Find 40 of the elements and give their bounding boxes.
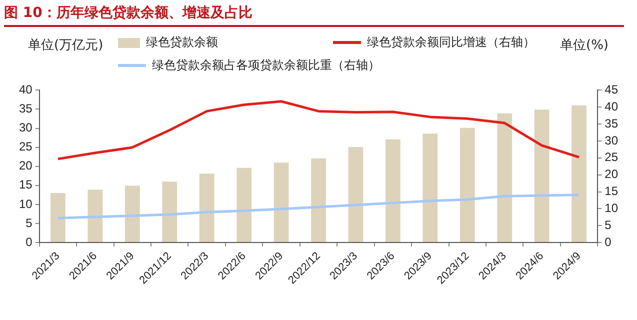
y-tick-label: 20 bbox=[18, 158, 33, 173]
bar bbox=[199, 174, 214, 242]
bar bbox=[88, 190, 103, 242]
y2-axis-title: 单位(%) bbox=[560, 37, 608, 54]
bar bbox=[422, 134, 438, 242]
bar bbox=[50, 193, 66, 242]
bar bbox=[348, 146, 364, 242]
bar bbox=[572, 105, 586, 242]
y-tick-label: 15 bbox=[18, 178, 33, 192]
y-tick-label: 0 bbox=[26, 234, 33, 249]
y2-tick-label: 10 bbox=[604, 201, 618, 216]
y2-tick-label: 0 bbox=[604, 234, 612, 249]
bar bbox=[311, 158, 326, 242]
y-tick-label: 40 bbox=[18, 82, 33, 97]
bar bbox=[274, 162, 289, 242]
bar bbox=[385, 139, 400, 242]
y-tick-label: 30 bbox=[18, 120, 33, 135]
y2-tick-label: 5 bbox=[604, 218, 612, 232]
y-tick-label: 5 bbox=[26, 216, 33, 230]
bar bbox=[497, 113, 512, 242]
y2-tick-label: 15 bbox=[604, 184, 618, 198]
y-axis-title: 单位(万亿元) bbox=[28, 37, 104, 54]
legend-label: 绿色贷款余额同比增速（右轴） bbox=[367, 34, 535, 51]
bar bbox=[460, 128, 475, 242]
y2-tick-label: 45 bbox=[604, 82, 618, 97]
legend-label: 绿色贷款余额 bbox=[146, 34, 218, 51]
bar bbox=[236, 168, 252, 242]
y-tick-label: 10 bbox=[18, 196, 33, 211]
bar bbox=[534, 110, 550, 242]
y2-tick-label: 20 bbox=[604, 167, 618, 182]
bar bbox=[162, 182, 178, 242]
y2-tick-label: 40 bbox=[604, 99, 618, 114]
chart-title: 图 10：历年绿色贷款余额、增速及占比 bbox=[4, 4, 624, 27]
y-tick-label: 35 bbox=[18, 102, 33, 116]
legend-label: 绿色贷款余额占各项贷款余额比重（右轴） bbox=[152, 57, 380, 74]
y2-tick-label: 30 bbox=[604, 133, 618, 148]
y-tick-label: 25 bbox=[18, 140, 33, 154]
bar bbox=[124, 186, 140, 242]
y2-tick-label: 35 bbox=[604, 116, 618, 130]
y2-tick-label: 25 bbox=[604, 150, 618, 164]
